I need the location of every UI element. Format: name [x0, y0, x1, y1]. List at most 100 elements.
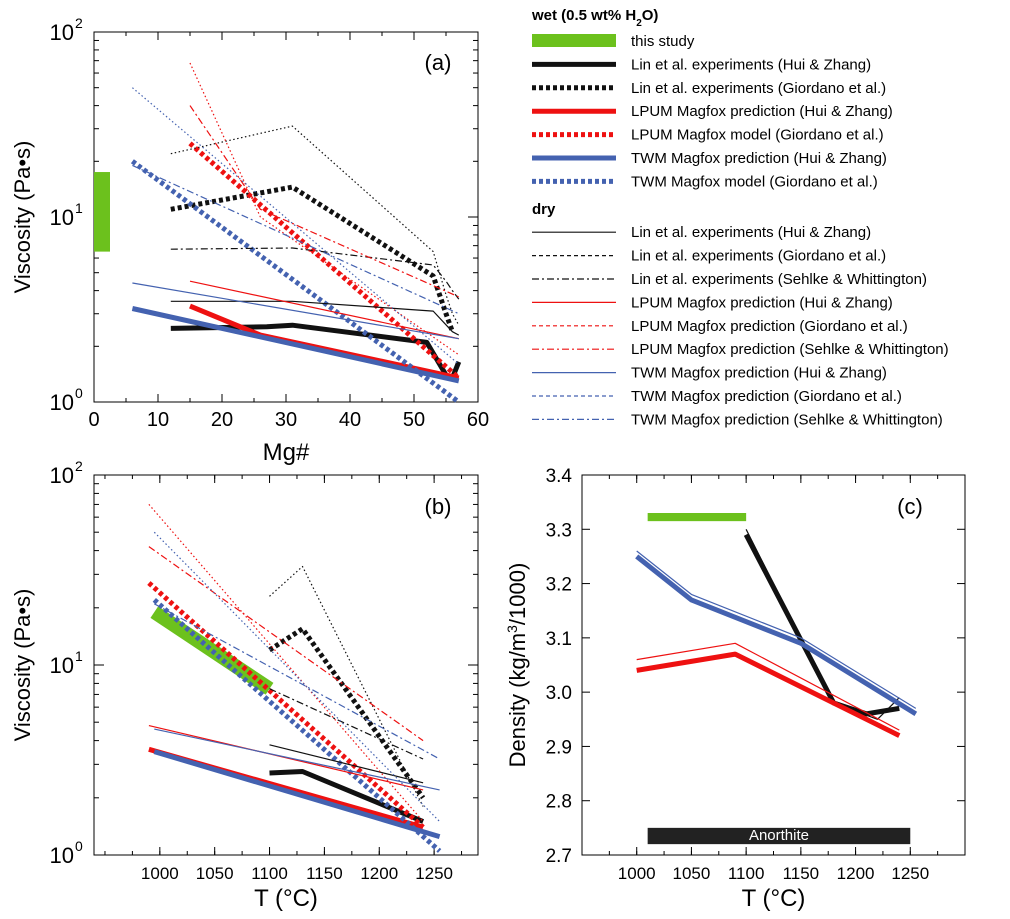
legend-dry-header: dry	[532, 201, 556, 218]
y-tick-exponent: 0	[75, 838, 83, 854]
series-line-5	[152, 598, 442, 853]
x-tick-label: 1250	[415, 864, 453, 883]
legend-wet-header: wet (0.5 wt% H2O)	[531, 7, 658, 29]
x-tick-label: 10	[147, 409, 169, 431]
x-tick-label: 1000	[618, 864, 656, 883]
x-tick-label: 1150	[783, 864, 820, 883]
y-tick-exponent: 0	[75, 385, 83, 401]
legend-label-dry-8: TWM Magfox prediction (Sehlke & Whitting…	[631, 411, 943, 428]
y-tick-label: 10	[50, 653, 74, 678]
y-tick-label: 3.3	[546, 520, 572, 541]
y-tick-label: 10	[50, 205, 74, 230]
y-tick-label: 10	[50, 843, 74, 868]
series-line-8	[269, 688, 424, 760]
series-line-8	[170, 247, 460, 300]
legend-label-dry-3: LPUM Magfox prediction (Hui & Zhang)	[631, 294, 893, 311]
legend-label-dry-5: LPUM Magfox prediction (Sehlke & Whittin…	[631, 341, 949, 358]
legend-label-dry-7: TWM Magfox prediction (Giordano et al.)	[631, 388, 902, 405]
y-tick-exponent: 1	[75, 648, 83, 664]
y-tick-label: 3.4	[546, 466, 573, 487]
x-tick-label: 1200	[360, 864, 398, 883]
series-line-7	[170, 125, 460, 326]
series-line-5	[636, 550, 917, 709]
anorthite-label: Anorthite	[749, 827, 809, 844]
series-line-6	[170, 300, 460, 336]
x-tick-label: 30	[275, 409, 297, 431]
x-tick-label: 1100	[728, 864, 765, 883]
y-tick-exponent: 1	[75, 200, 83, 216]
legend-label-dry-4: LPUM Magfox prediction (Giordano et al.)	[631, 318, 908, 335]
x-tick-label: 1100	[251, 864, 288, 883]
legend-label-wet-0: this study	[631, 33, 695, 50]
series-line-1	[268, 626, 426, 800]
series-line-10	[148, 504, 424, 822]
legend-label-wet-6: TWM Magfox model (Giordano et al.)	[631, 173, 878, 190]
series-line-12	[154, 728, 440, 791]
y-axis-title: Density (kg/m3/1000)	[504, 563, 530, 768]
x-tick-label: 1250	[891, 864, 929, 883]
legend-label-wet-2: Lin et al. experiments (Giordano et al.)	[631, 80, 886, 97]
plot-frame	[581, 474, 966, 856]
plot-frame	[93, 31, 479, 403]
x-tick-label: 1050	[673, 864, 711, 883]
x-tick-label: 1150	[306, 864, 343, 883]
x-tick-label: 60	[467, 409, 489, 431]
series-line-2	[636, 651, 901, 738]
y-tick-label: 10	[50, 463, 74, 488]
series-line-9	[189, 280, 459, 340]
legend-label-dry-0: Lin et al. experiments (Hui & Zhang)	[631, 224, 871, 241]
this-study-band	[94, 172, 110, 252]
y-tick-label: 10	[50, 20, 74, 45]
panel-2: 2.7 2.8 2.9 3.0 3.1 3.2 3.3 3.4 1000 1050 1100 1150…	[504, 466, 966, 912]
series-line-7	[269, 565, 424, 807]
x-tick-label: 1000	[141, 864, 179, 883]
y-axis-title: Viscosity (Pa•s)	[10, 589, 35, 742]
series-line-13	[153, 531, 441, 822]
legend-label-dry-6: TWM Magfox prediction (Hui & Zhang)	[631, 365, 887, 382]
x-tick-label: 1050	[196, 864, 234, 883]
x-tick-label: 20	[211, 409, 233, 431]
panel-0: 10 010 110 20 10 20 30 40 50 60(a)Mg#Viscosity (P…	[10, 15, 489, 466]
y-tick-label: 2.9	[546, 737, 572, 758]
legend-label-wet-1: Lin et al. experiments (Hui & Zhang)	[631, 56, 871, 73]
x-tick-label: 40	[339, 409, 361, 431]
panel-label: (b)	[425, 494, 452, 519]
this-study-band	[647, 513, 747, 522]
legend-label-wet-5: TWM Magfox prediction (Hui & Zhang)	[631, 150, 887, 167]
series-line-4	[131, 306, 460, 384]
series-line-4	[153, 749, 441, 839]
x-axis-title: Mg#	[263, 439, 310, 466]
series-line-14	[154, 603, 440, 760]
y-tick-label: 10	[50, 390, 74, 415]
legend-label-wet-3: LPUM Magfox prediction (Hui & Zhang)	[631, 103, 893, 120]
x-tick-label: 0	[88, 409, 99, 431]
legend-label-dry-1: Lin et al. experiments (Giordano et al.)	[631, 248, 886, 265]
x-tick-label: 50	[403, 409, 425, 431]
y-tick-label: 2.7	[546, 846, 572, 867]
series-line-5	[130, 159, 461, 405]
panel-label: (c)	[897, 494, 923, 519]
series-line-4	[635, 554, 918, 717]
legend-swatch-wet-0	[532, 34, 616, 47]
y-tick-label: 2.8	[546, 792, 572, 813]
series-line-0	[269, 769, 425, 824]
y-tick-label: 3.1	[546, 629, 572, 650]
series-line-12	[132, 282, 459, 340]
series-line-10	[189, 62, 460, 356]
y-axis-title: Viscosity (Pa•s)	[10, 141, 35, 294]
x-axis-title: T (°C)	[254, 885, 318, 912]
y-tick-exponent: 2	[75, 458, 83, 474]
series-line-11	[189, 105, 460, 298]
series-line-3	[147, 581, 425, 830]
y-tick-label: 3.2	[546, 575, 572, 596]
series-line-3	[188, 141, 461, 380]
x-tick-label: 1200	[837, 864, 875, 883]
this-study-band	[150, 606, 274, 695]
y-tick-label: 3.0	[546, 683, 572, 704]
x-axis-title: T (°C)	[742, 885, 806, 912]
panel-label: (a)	[425, 50, 452, 75]
anorthite-band	[647, 827, 911, 845]
